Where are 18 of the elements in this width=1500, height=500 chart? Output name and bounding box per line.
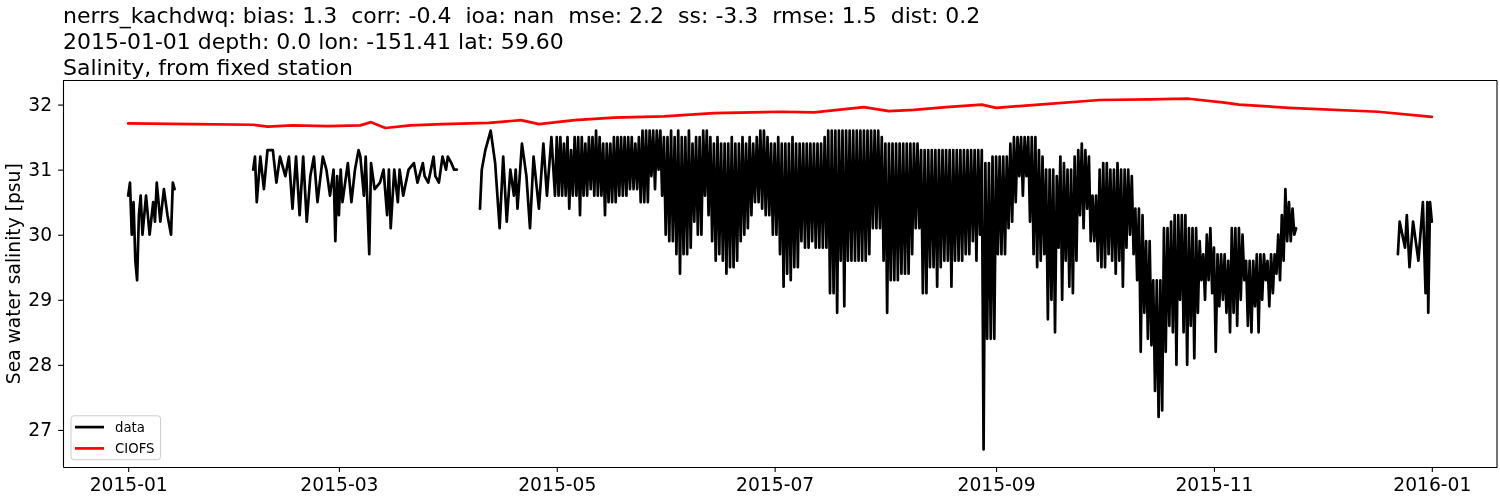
- y-tick-label: 27: [28, 419, 53, 441]
- x-tick-label: 2016-01: [1393, 473, 1472, 495]
- y-axis-title: Sea water salinity [psu]: [3, 163, 24, 385]
- line-series: [126, 97, 1434, 130]
- x-tick-label: 2015-03: [300, 473, 379, 495]
- x-tick-label: 2015-01: [89, 473, 168, 495]
- y-tick-label: 28: [28, 354, 53, 376]
- y-tick-label: 30: [28, 224, 53, 246]
- y-tick-label: 31: [28, 159, 53, 181]
- x-tick-label: 2015-07: [736, 473, 815, 495]
- legend-label: data: [115, 419, 145, 435]
- x-tick-label: 2015-11: [1175, 473, 1254, 495]
- y-tick-label: 32: [28, 94, 53, 116]
- chart-title: nerrs_kachdwq: bias: 1.3 corr: -0.4 ioa: nan mse: 2.2 ss: -3.3 rmse: 1.5 dist: 0.2 2015-01-01 depth: 0.0 lon: -151.41 lat: 59.60 Salinity, from fixed station: [63, 2, 981, 80]
- x-tick-label: 2015-05: [518, 473, 597, 495]
- x-tick-label: 2015-09: [957, 473, 1036, 495]
- y-tick-label: 29: [28, 289, 53, 311]
- legend-label: CIOFS: [115, 441, 155, 457]
